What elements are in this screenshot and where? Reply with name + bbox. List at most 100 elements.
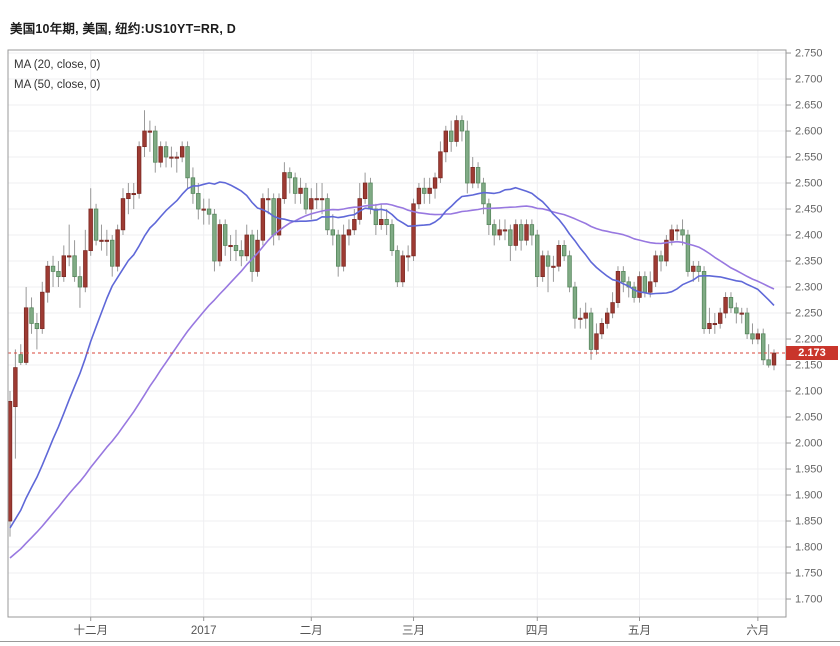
candle-down	[561, 245, 567, 257]
candle-down	[206, 208, 212, 215]
candle-down	[475, 167, 481, 184]
price-tick-label: 2.750	[795, 48, 823, 60]
candle-up	[707, 323, 712, 330]
candle-down	[680, 229, 685, 236]
candle-down	[508, 229, 513, 246]
price-tick-label: 2.150	[795, 360, 823, 372]
time-tick-label: 2017	[191, 625, 217, 637]
price-tick-label: 1.950	[795, 464, 823, 476]
candle-down	[734, 307, 739, 314]
time-axis[interactable]: 十二月 2017 二月 三月 四月 五月 六月	[73, 617, 769, 637]
candle-down	[56, 271, 61, 278]
candle-down	[110, 239, 115, 267]
price-tick-label: 2.100	[795, 386, 823, 398]
time-tick-label: 五月	[628, 625, 651, 637]
candle-down	[572, 286, 578, 319]
candle-up	[45, 265, 50, 293]
candle-up	[362, 182, 368, 200]
candle-up	[712, 323, 718, 326]
price-tick-label: 1.700	[795, 594, 823, 606]
price-tick-label: 1.750	[795, 568, 823, 580]
candle-up	[341, 234, 346, 267]
candle-down	[292, 177, 298, 194]
candle-down	[185, 146, 190, 179]
candle-up	[432, 177, 438, 189]
candle-up	[717, 312, 723, 324]
candle-up	[13, 367, 18, 408]
candle-down	[249, 234, 255, 272]
candle-down	[72, 255, 77, 278]
candle-up	[427, 187, 432, 194]
candle-up	[8, 401, 13, 522]
candle-up	[23, 307, 29, 363]
candle-up	[61, 255, 67, 278]
candle-up	[244, 234, 249, 257]
price-tick-label: 2.400	[795, 230, 823, 242]
price-tick-label: 2.300	[795, 282, 823, 294]
candle-down	[631, 286, 637, 298]
candle-down	[239, 250, 244, 257]
candle-down	[588, 312, 594, 350]
candle-down	[621, 271, 626, 283]
candle-down	[29, 307, 34, 324]
candle-down	[196, 193, 201, 210]
candle-down	[50, 265, 56, 272]
candle-up	[556, 245, 561, 267]
chart-title: 美国10年期, 美国, 纽约:US10YT=RR, D	[10, 22, 236, 36]
candle-up	[379, 219, 384, 226]
candle-up	[513, 224, 518, 246]
candle-up	[282, 172, 287, 200]
candle-down	[163, 146, 169, 158]
candle-up	[653, 255, 658, 283]
candle-up	[416, 187, 422, 205]
last-price-badge: 2.173	[786, 346, 838, 361]
candle-up	[578, 317, 583, 320]
candle-up	[174, 156, 179, 159]
candle-up	[217, 224, 223, 262]
candle-up	[66, 255, 72, 258]
price-tick-label: 1.900	[795, 490, 823, 502]
price-tick-label: 2.700	[795, 74, 823, 86]
grid-lines	[8, 50, 786, 617]
price-axis[interactable]: 2.750 2.700 2.650 2.600 2.550 2.500 2.450 2.400…	[786, 48, 823, 606]
candle-up	[739, 312, 744, 315]
candle-down	[761, 333, 766, 361]
candle-up	[615, 271, 621, 304]
candle-up	[771, 352, 777, 366]
price-tick-label: 2.550	[795, 152, 823, 164]
candle-up	[405, 255, 411, 258]
candle-up	[411, 203, 416, 257]
candle-up	[346, 229, 352, 236]
candle-down	[335, 234, 341, 267]
candle-up	[443, 130, 449, 153]
candle-up	[83, 250, 88, 288]
candle-up	[502, 229, 508, 232]
time-tick-label: 六月	[746, 624, 769, 637]
candle-down	[750, 333, 755, 340]
candle-up	[648, 281, 653, 293]
price-tick-label: 2.600	[795, 126, 823, 138]
candle-down	[77, 276, 83, 288]
candle-up	[352, 219, 357, 231]
candle-down	[212, 213, 217, 262]
candle-down	[567, 255, 572, 288]
candle-up	[664, 239, 669, 262]
candle-up	[142, 130, 147, 148]
candle-down	[545, 255, 551, 267]
ma20-line	[9, 181, 775, 529]
candle-down	[518, 224, 524, 241]
ma50-legend-item[interactable]: MA (50, close, 0)	[14, 79, 101, 91]
candle-up	[131, 193, 136, 196]
candle-down	[744, 312, 750, 335]
candle-down	[766, 359, 771, 366]
candle-down	[465, 130, 470, 184]
ma20-legend-item[interactable]: MA (20, close, 0)	[14, 59, 101, 71]
candle-down	[373, 208, 379, 226]
candle-up	[136, 146, 142, 194]
candle-down	[658, 255, 664, 262]
price-tick-label: 2.450	[795, 204, 823, 216]
candle-down	[535, 234, 540, 278]
candlestick-series	[8, 110, 777, 537]
